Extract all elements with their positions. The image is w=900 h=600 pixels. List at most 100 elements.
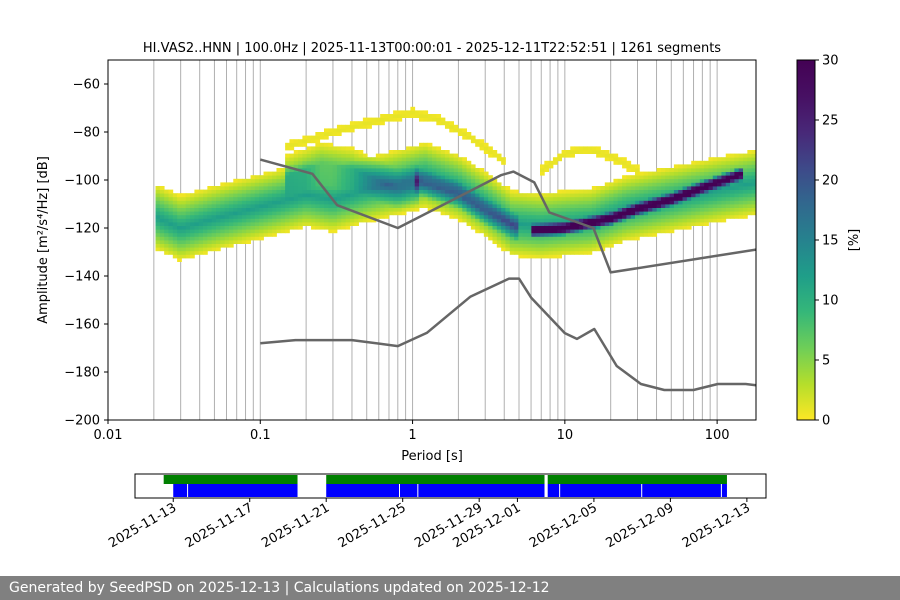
psd-cell — [682, 196, 688, 201]
psd-cell — [354, 124, 359, 129]
psd-cell — [406, 178, 411, 183]
psd-cell — [246, 214, 251, 219]
psd-cell — [492, 189, 498, 194]
psd-cell — [367, 186, 372, 190]
psd-cell — [565, 193, 571, 198]
psd-cell — [211, 232, 217, 237]
psd-cell — [617, 232, 623, 237]
psd-cell — [535, 214, 541, 219]
psd-cell — [267, 229, 273, 234]
psd-cell — [384, 175, 390, 180]
psd-cell — [203, 229, 208, 234]
psd-cell — [492, 182, 498, 187]
psd-cell — [552, 250, 558, 255]
psd-cell — [306, 211, 312, 216]
psd-cell — [380, 171, 385, 176]
psd-cell — [596, 200, 601, 205]
psd-cell — [172, 214, 178, 219]
psd-cell — [492, 222, 498, 226]
psd-cell — [302, 218, 308, 223]
psd-cell — [561, 207, 567, 212]
psd-cell — [293, 178, 299, 183]
psd-cell — [479, 218, 485, 223]
psd-cell — [375, 157, 381, 162]
psd-cell — [552, 254, 558, 259]
psd-cell — [488, 207, 493, 212]
psd-cell — [552, 247, 558, 252]
psd-cell — [596, 232, 601, 237]
psd-cell — [596, 186, 601, 190]
psd-cell — [630, 186, 636, 190]
psd-cell — [682, 164, 688, 169]
psd-cell — [388, 211, 394, 216]
psd-cell — [177, 250, 182, 255]
psd-cell — [263, 204, 269, 208]
psd-cell — [285, 193, 290, 198]
psd-cell — [194, 200, 200, 205]
psd-cell — [168, 243, 174, 248]
psd-cell — [622, 214, 627, 219]
psd-cell — [622, 182, 627, 187]
psd-cell — [466, 222, 472, 226]
psd-cell — [177, 254, 182, 259]
psd-cell — [574, 200, 580, 205]
y-tick-label: −180 — [64, 366, 100, 381]
psd-cell — [488, 232, 493, 237]
psd-cell — [241, 182, 247, 187]
psd-cell — [730, 193, 735, 198]
psd-cell — [453, 214, 459, 219]
psd-cell — [336, 153, 342, 158]
psd-cell — [336, 222, 342, 226]
psd-cell — [254, 189, 260, 194]
psd-cell — [203, 250, 208, 255]
psd-cell — [298, 189, 303, 194]
psd-cell — [358, 178, 364, 183]
psd-cell — [540, 168, 545, 172]
psd-cell — [371, 204, 377, 208]
psd-cell — [367, 189, 372, 194]
psd-cell — [717, 211, 722, 216]
psd-cell — [397, 150, 403, 154]
psd-cell — [475, 225, 480, 230]
psd-cell — [652, 189, 658, 194]
psd-cell — [423, 114, 429, 118]
psd-cell — [630, 193, 636, 198]
psd-cell — [267, 214, 273, 219]
psd-cell — [552, 236, 558, 241]
psd-cell — [544, 240, 550, 244]
psd-cell — [311, 189, 316, 194]
psd-cell — [419, 204, 424, 208]
psd-cell — [194, 207, 200, 212]
psd-cell — [237, 196, 243, 201]
psd-cell — [393, 193, 398, 198]
psd-cell — [527, 232, 532, 237]
psd-cell — [548, 236, 554, 241]
psd-cell — [155, 193, 161, 198]
psd-cell — [652, 225, 658, 230]
psd-cell — [673, 175, 679, 180]
psd-cell — [730, 211, 735, 216]
psd-cell — [626, 218, 632, 223]
psd-cell — [276, 225, 282, 230]
psd-cell — [207, 207, 213, 212]
psd-cell — [324, 182, 329, 187]
psd-cell — [686, 186, 692, 190]
psd-cell — [583, 196, 588, 201]
psd-cell — [345, 193, 351, 198]
chart-title: HI.VAS2..HNN | 100.0Hz | 2025-11-13T00:0… — [143, 41, 721, 56]
psd-cell — [319, 157, 325, 162]
psd-cell — [233, 200, 238, 205]
psd-cell — [522, 254, 528, 259]
psd-cell — [479, 229, 485, 234]
psd-cell — [319, 207, 325, 212]
psd-cell — [401, 182, 407, 187]
psd-cell — [311, 211, 316, 216]
psd-cell — [207, 218, 213, 223]
y-tick-label: −140 — [64, 270, 100, 285]
psd-cell — [341, 128, 346, 133]
psd-cell — [414, 193, 420, 198]
psd-cell — [652, 222, 658, 226]
psd-cell — [496, 214, 502, 219]
psd-cell — [712, 182, 718, 187]
psd-cell — [177, 232, 182, 237]
